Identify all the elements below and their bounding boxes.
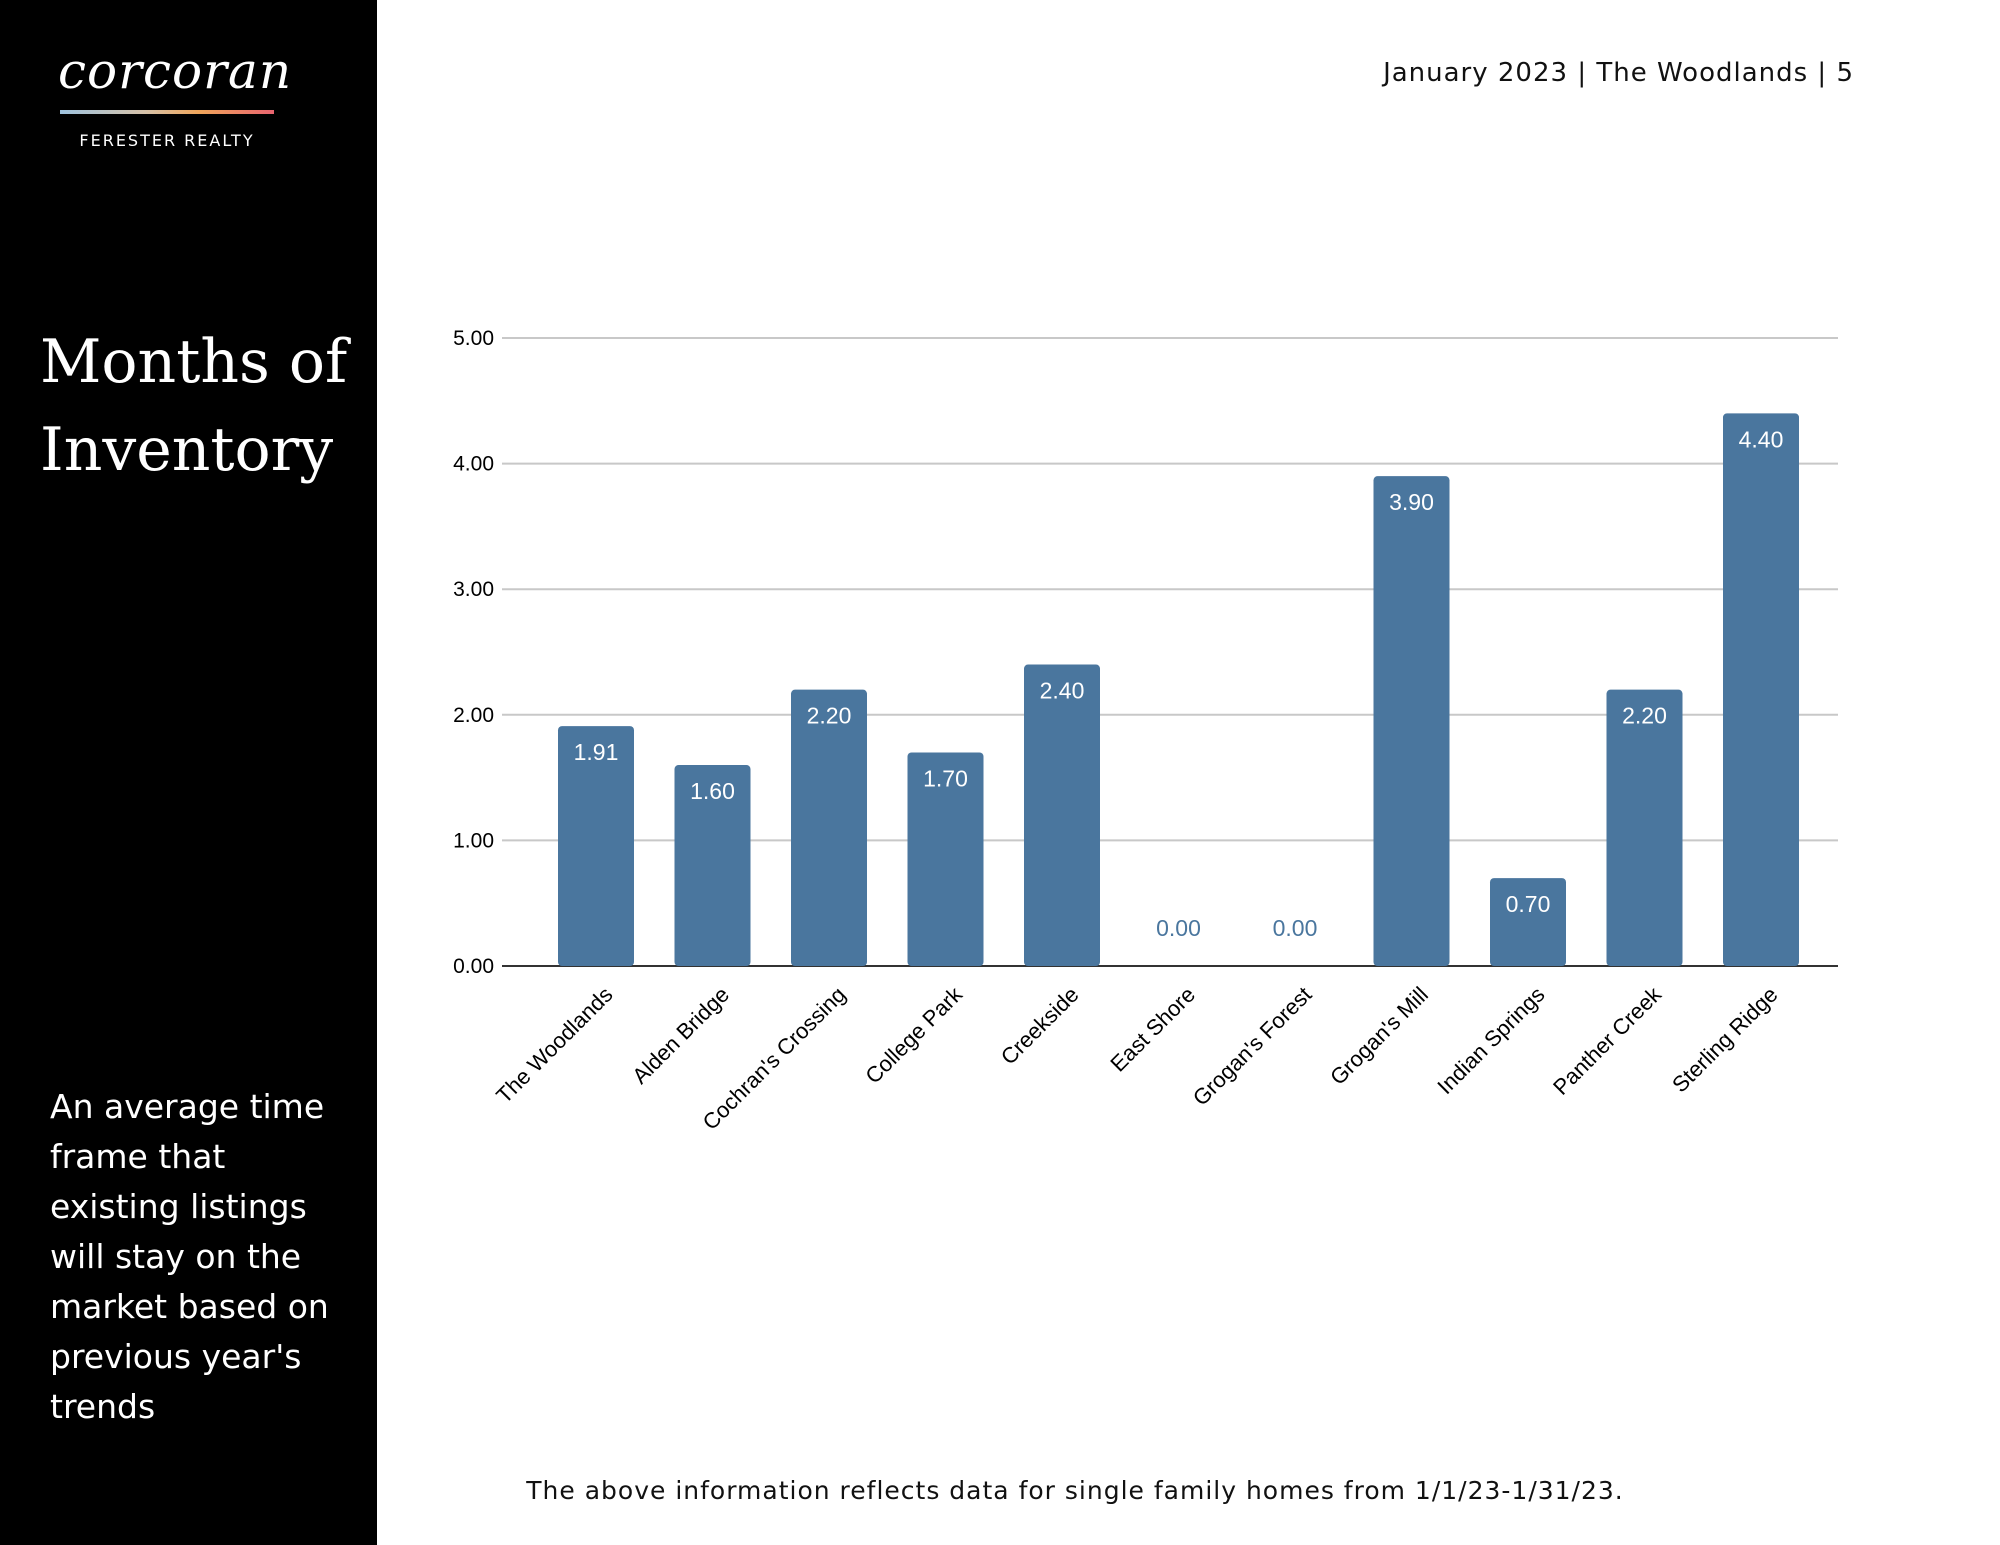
bar-data-label: 1.60 bbox=[690, 778, 735, 804]
chart-data-labels: 1.91 1.60 2.20 1.70 2.40 0.00 0.00 3.90 0.70 2.20… bbox=[574, 426, 1784, 941]
bar-data-label: 1.91 bbox=[574, 739, 619, 765]
bar bbox=[558, 726, 634, 966]
y-tick-label: 1.00 bbox=[453, 829, 494, 852]
bar bbox=[791, 689, 867, 966]
bar-data-label: 2.20 bbox=[807, 703, 852, 729]
bar bbox=[1723, 413, 1799, 966]
page-title-line2: Inventory bbox=[40, 415, 334, 485]
x-category-label: Creekside bbox=[996, 982, 1084, 1070]
x-category-label: College Park bbox=[860, 981, 967, 1088]
bar bbox=[1373, 476, 1450, 966]
brand-subtitle: FERESTER REALTY bbox=[79, 131, 255, 150]
x-category-label: Indian Springs bbox=[1432, 982, 1549, 1099]
page-description: An average time frame that existing list… bbox=[50, 1087, 329, 1426]
bar-chart: 0.00 1.00 2.00 3.00 4.00 5.00 1.91 1.60 2.20 1.7… bbox=[453, 327, 1838, 1135]
bar bbox=[1490, 878, 1566, 966]
footer-note: The above information reflects data for … bbox=[526, 1476, 1624, 1505]
bar bbox=[907, 752, 984, 966]
bar bbox=[1024, 664, 1100, 966]
bar bbox=[1606, 689, 1683, 966]
page-title-line1: Months of bbox=[40, 327, 348, 397]
x-category-label: Grogan's Mill bbox=[1325, 982, 1433, 1090]
bar-data-label: 1.70 bbox=[923, 765, 968, 791]
bar-data-label: 3.90 bbox=[1389, 489, 1434, 515]
x-category-label: The Woodlands bbox=[491, 982, 617, 1108]
y-tick-label: 5.00 bbox=[453, 327, 494, 350]
bar bbox=[674, 765, 751, 966]
bar-data-label: 2.40 bbox=[1040, 678, 1085, 704]
bar-data-label: 0.00 bbox=[1156, 915, 1201, 941]
y-tick-label: 0.00 bbox=[453, 955, 494, 978]
y-tick-label: 4.00 bbox=[453, 453, 494, 476]
sidebar: corcoran FERESTER REALTY Months of Inven… bbox=[0, 0, 377, 1545]
bar-data-label: 0.00 bbox=[1273, 915, 1318, 941]
x-category-label: Panther Creek bbox=[1548, 981, 1667, 1100]
chart-bars bbox=[558, 413, 1799, 966]
y-tick-label: 3.00 bbox=[453, 578, 494, 601]
x-category-label: Alden Bridge bbox=[627, 982, 734, 1089]
brand-logo-underline bbox=[60, 110, 274, 114]
x-category-label: Sterling Ridge bbox=[1667, 982, 1782, 1097]
brand-logo: corcoran bbox=[58, 42, 293, 100]
x-category-label: Grogan's Forest bbox=[1188, 982, 1317, 1111]
header-info: January 2023 | The Woodlands | 5 bbox=[1383, 58, 1854, 88]
chart-y-axis-ticks: 0.00 1.00 2.00 3.00 4.00 5.00 bbox=[453, 327, 494, 978]
bar-data-label: 2.20 bbox=[1622, 703, 1667, 729]
bar-data-label: 4.40 bbox=[1739, 426, 1784, 452]
bar-data-label: 0.70 bbox=[1506, 891, 1551, 917]
x-category-label: East Shore bbox=[1105, 982, 1200, 1077]
page-title: Months of Inventory bbox=[40, 318, 360, 494]
y-tick-label: 2.00 bbox=[453, 704, 494, 727]
